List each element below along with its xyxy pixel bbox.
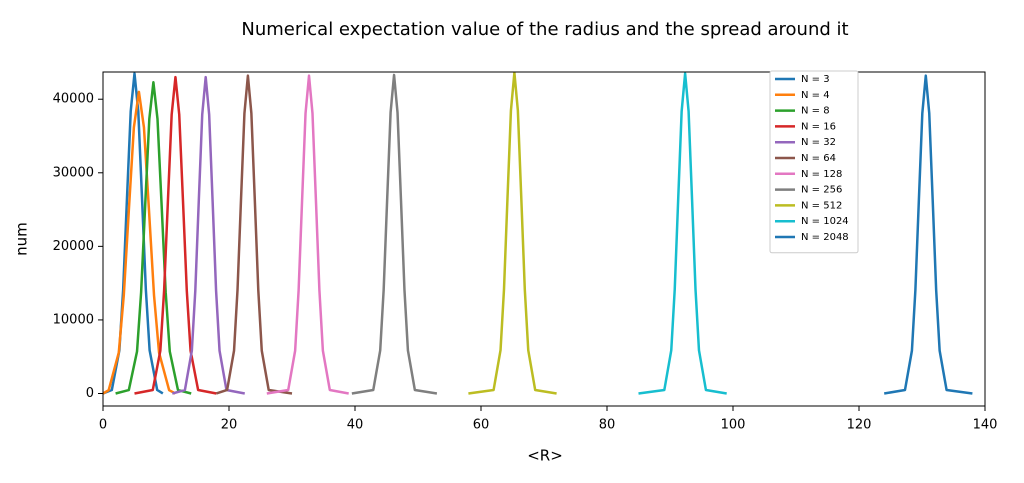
line-series	[102, 72, 164, 395]
legend-label: N = 32	[801, 137, 836, 148]
legend-label: N = 4	[801, 90, 830, 101]
line-series	[638, 72, 727, 395]
line-series	[134, 75, 217, 395]
y-tick-label: 20000	[53, 239, 94, 254]
line-series	[266, 74, 349, 395]
chart-title: Numerical expectation value of the radiu…	[241, 19, 848, 40]
line-series	[468, 71, 557, 395]
x-tick-label: 20	[221, 418, 238, 433]
x-tick-label: 120	[847, 418, 872, 433]
line-series	[216, 74, 293, 395]
legend-label: N = 512	[801, 200, 842, 211]
legend-label: N = 128	[801, 169, 842, 180]
x-tick-label: 80	[599, 418, 616, 433]
y-tick-label: 10000	[53, 312, 94, 327]
line-series	[115, 81, 192, 395]
legend-label: N = 1024	[801, 216, 849, 227]
x-tick-label: 100	[721, 418, 746, 433]
y-tick-label: 30000	[53, 165, 94, 180]
x-axis-label: <R>	[527, 447, 563, 465]
legend-label: N = 16	[801, 121, 836, 132]
x-tick-label: 0	[99, 418, 107, 433]
y-tick-label: 0	[86, 386, 94, 401]
legend-label: N = 8	[801, 106, 830, 117]
plot-frame	[102, 71, 986, 407]
line-series	[883, 74, 973, 395]
legend-label: N = 2048	[801, 232, 849, 243]
legend-box	[769, 70, 859, 254]
legend-label: N = 64	[801, 153, 836, 164]
x-tick-label: 60	[473, 418, 490, 433]
legend-label: N = 3	[801, 74, 830, 85]
line-series	[351, 73, 438, 395]
y-tick-label: 40000	[53, 92, 94, 107]
x-tick-label: 40	[347, 418, 364, 433]
legend: N = 3 N = 4 N = 8 N = 16 N = 32 N = 64 N = 128…	[769, 70, 859, 254]
x-tick-label: 140	[973, 418, 998, 433]
legend-label: N = 256	[801, 185, 842, 196]
y-axis-label: num	[13, 222, 31, 256]
line-series	[171, 75, 245, 395]
